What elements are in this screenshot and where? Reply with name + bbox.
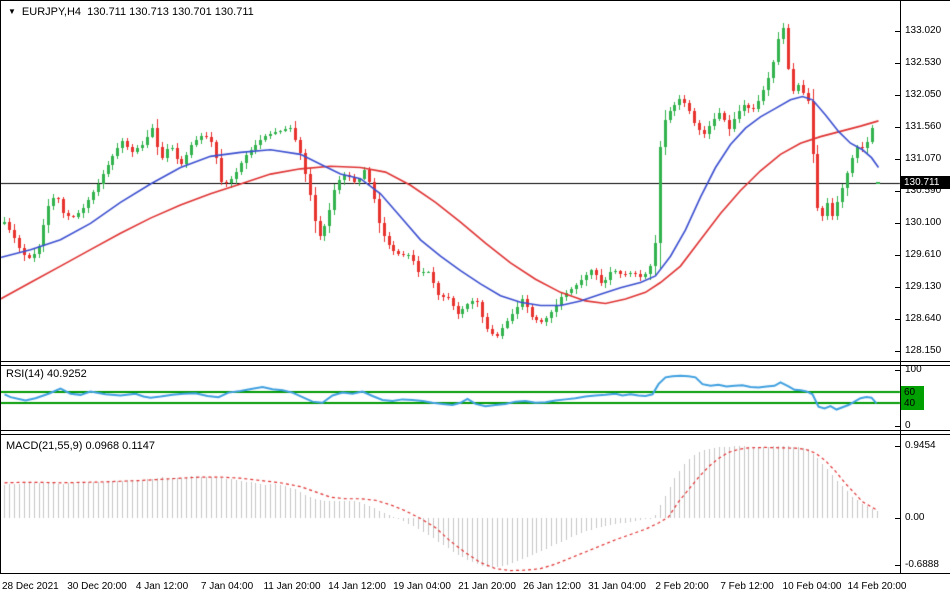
price-tick-label: 131.560 bbox=[905, 121, 942, 132]
price-tick-label: 130.100 bbox=[905, 217, 942, 228]
time-tick-label: 31 Jan 04:00 bbox=[588, 581, 646, 592]
panel-separator[interactable] bbox=[0, 361, 950, 362]
price-tick-mark bbox=[895, 319, 900, 320]
macd-tick-mark bbox=[895, 518, 900, 519]
rsi-tick-label: 100 bbox=[905, 364, 922, 375]
time-tick-label: 28 Dec 2021 bbox=[2, 581, 59, 592]
price-tick-label: 132.530 bbox=[905, 57, 942, 68]
price-tick-label: 130.590 bbox=[905, 185, 942, 196]
time-tick-label: 7 Jan 04:00 bbox=[200, 581, 254, 592]
price-chart-panel bbox=[0, 0, 900, 361]
time-tick-label: 19 Jan 04:00 bbox=[393, 581, 451, 592]
window-left-border bbox=[0, 0, 1, 574]
price-tick-label: 133.020 bbox=[905, 25, 942, 36]
time-tick-label: 14 Jan 12:00 bbox=[328, 581, 386, 592]
price-tick-label: 131.070 bbox=[905, 153, 942, 164]
price-tick-mark bbox=[895, 191, 900, 192]
price-tick-mark bbox=[895, 255, 900, 256]
symbol-dropdown-icon[interactable]: ▼ bbox=[8, 7, 16, 16]
time-tick-label: 14 Feb 20:00 bbox=[847, 581, 907, 592]
price-tick-label: 132.050 bbox=[905, 89, 942, 100]
price-tick-label: 128.640 bbox=[905, 313, 942, 324]
price-tick-label: 128.150 bbox=[905, 345, 942, 356]
time-tick-label: 10 Feb 04:00 bbox=[782, 581, 842, 592]
rsi-level-badge-60: 60 bbox=[901, 386, 924, 399]
rsi-tick-mark bbox=[895, 370, 900, 371]
panel-separator[interactable] bbox=[0, 365, 950, 366]
price-tick-mark bbox=[895, 63, 900, 64]
price-tick-label: 129.610 bbox=[905, 249, 942, 260]
macd-panel bbox=[0, 434, 900, 573]
macd-tick-label: 0.00 bbox=[905, 512, 925, 523]
time-axis-border bbox=[0, 573, 950, 574]
time-tick-label: 4 Jan 12:00 bbox=[135, 581, 189, 592]
price-axis-border bbox=[900, 0, 901, 574]
time-tick-label: 2 Feb 20:00 bbox=[655, 581, 709, 592]
window-top-border bbox=[0, 0, 950, 1]
price-tick-mark bbox=[895, 287, 900, 288]
ohlc-quotes: 130.711 130.713 130.701 130.711 bbox=[87, 6, 254, 18]
time-tick-label: 26 Jan 12:00 bbox=[523, 581, 581, 592]
macd-tick-label: 0.9454 bbox=[905, 440, 936, 451]
time-tick-label: 7 Feb 12:00 bbox=[720, 581, 774, 592]
price-tick-label: 129.130 bbox=[905, 281, 942, 292]
time-tick-label: 11 Jan 20:00 bbox=[263, 581, 321, 592]
rsi-title: RSI(14) 40.9252 bbox=[6, 368, 87, 380]
chart-symbol-header: ▼ EURJPY,H4 130.711 130.713 130.701 130.7… bbox=[8, 6, 254, 18]
time-tick-label: 30 Dec 20:00 bbox=[67, 581, 127, 592]
rsi-level-badge-40: 40 bbox=[901, 397, 924, 410]
price-tick-mark bbox=[895, 127, 900, 128]
macd-tick-mark bbox=[895, 565, 900, 566]
price-tick-mark bbox=[895, 31, 900, 32]
rsi-panel bbox=[0, 365, 900, 430]
price-tick-mark bbox=[895, 159, 900, 160]
macd-tick-label: -0.6888 bbox=[905, 559, 939, 570]
symbol-title: EURJPY,H4 bbox=[21, 6, 82, 18]
price-tick-mark bbox=[895, 223, 900, 224]
price-tick-mark bbox=[895, 351, 900, 352]
macd-tick-mark bbox=[895, 446, 900, 447]
time-tick-label: 21 Jan 20:00 bbox=[458, 581, 516, 592]
rsi-tick-mark bbox=[895, 426, 900, 427]
price-tick-mark bbox=[895, 95, 900, 96]
panel-separator[interactable] bbox=[0, 430, 950, 431]
rsi-tick-label: 0 bbox=[905, 420, 911, 431]
macd-title: MACD(21,55,9) 0.0968 0.1147 bbox=[6, 440, 155, 452]
current-price-badge: 130.711 bbox=[901, 176, 950, 189]
panel-separator[interactable] bbox=[0, 434, 950, 435]
